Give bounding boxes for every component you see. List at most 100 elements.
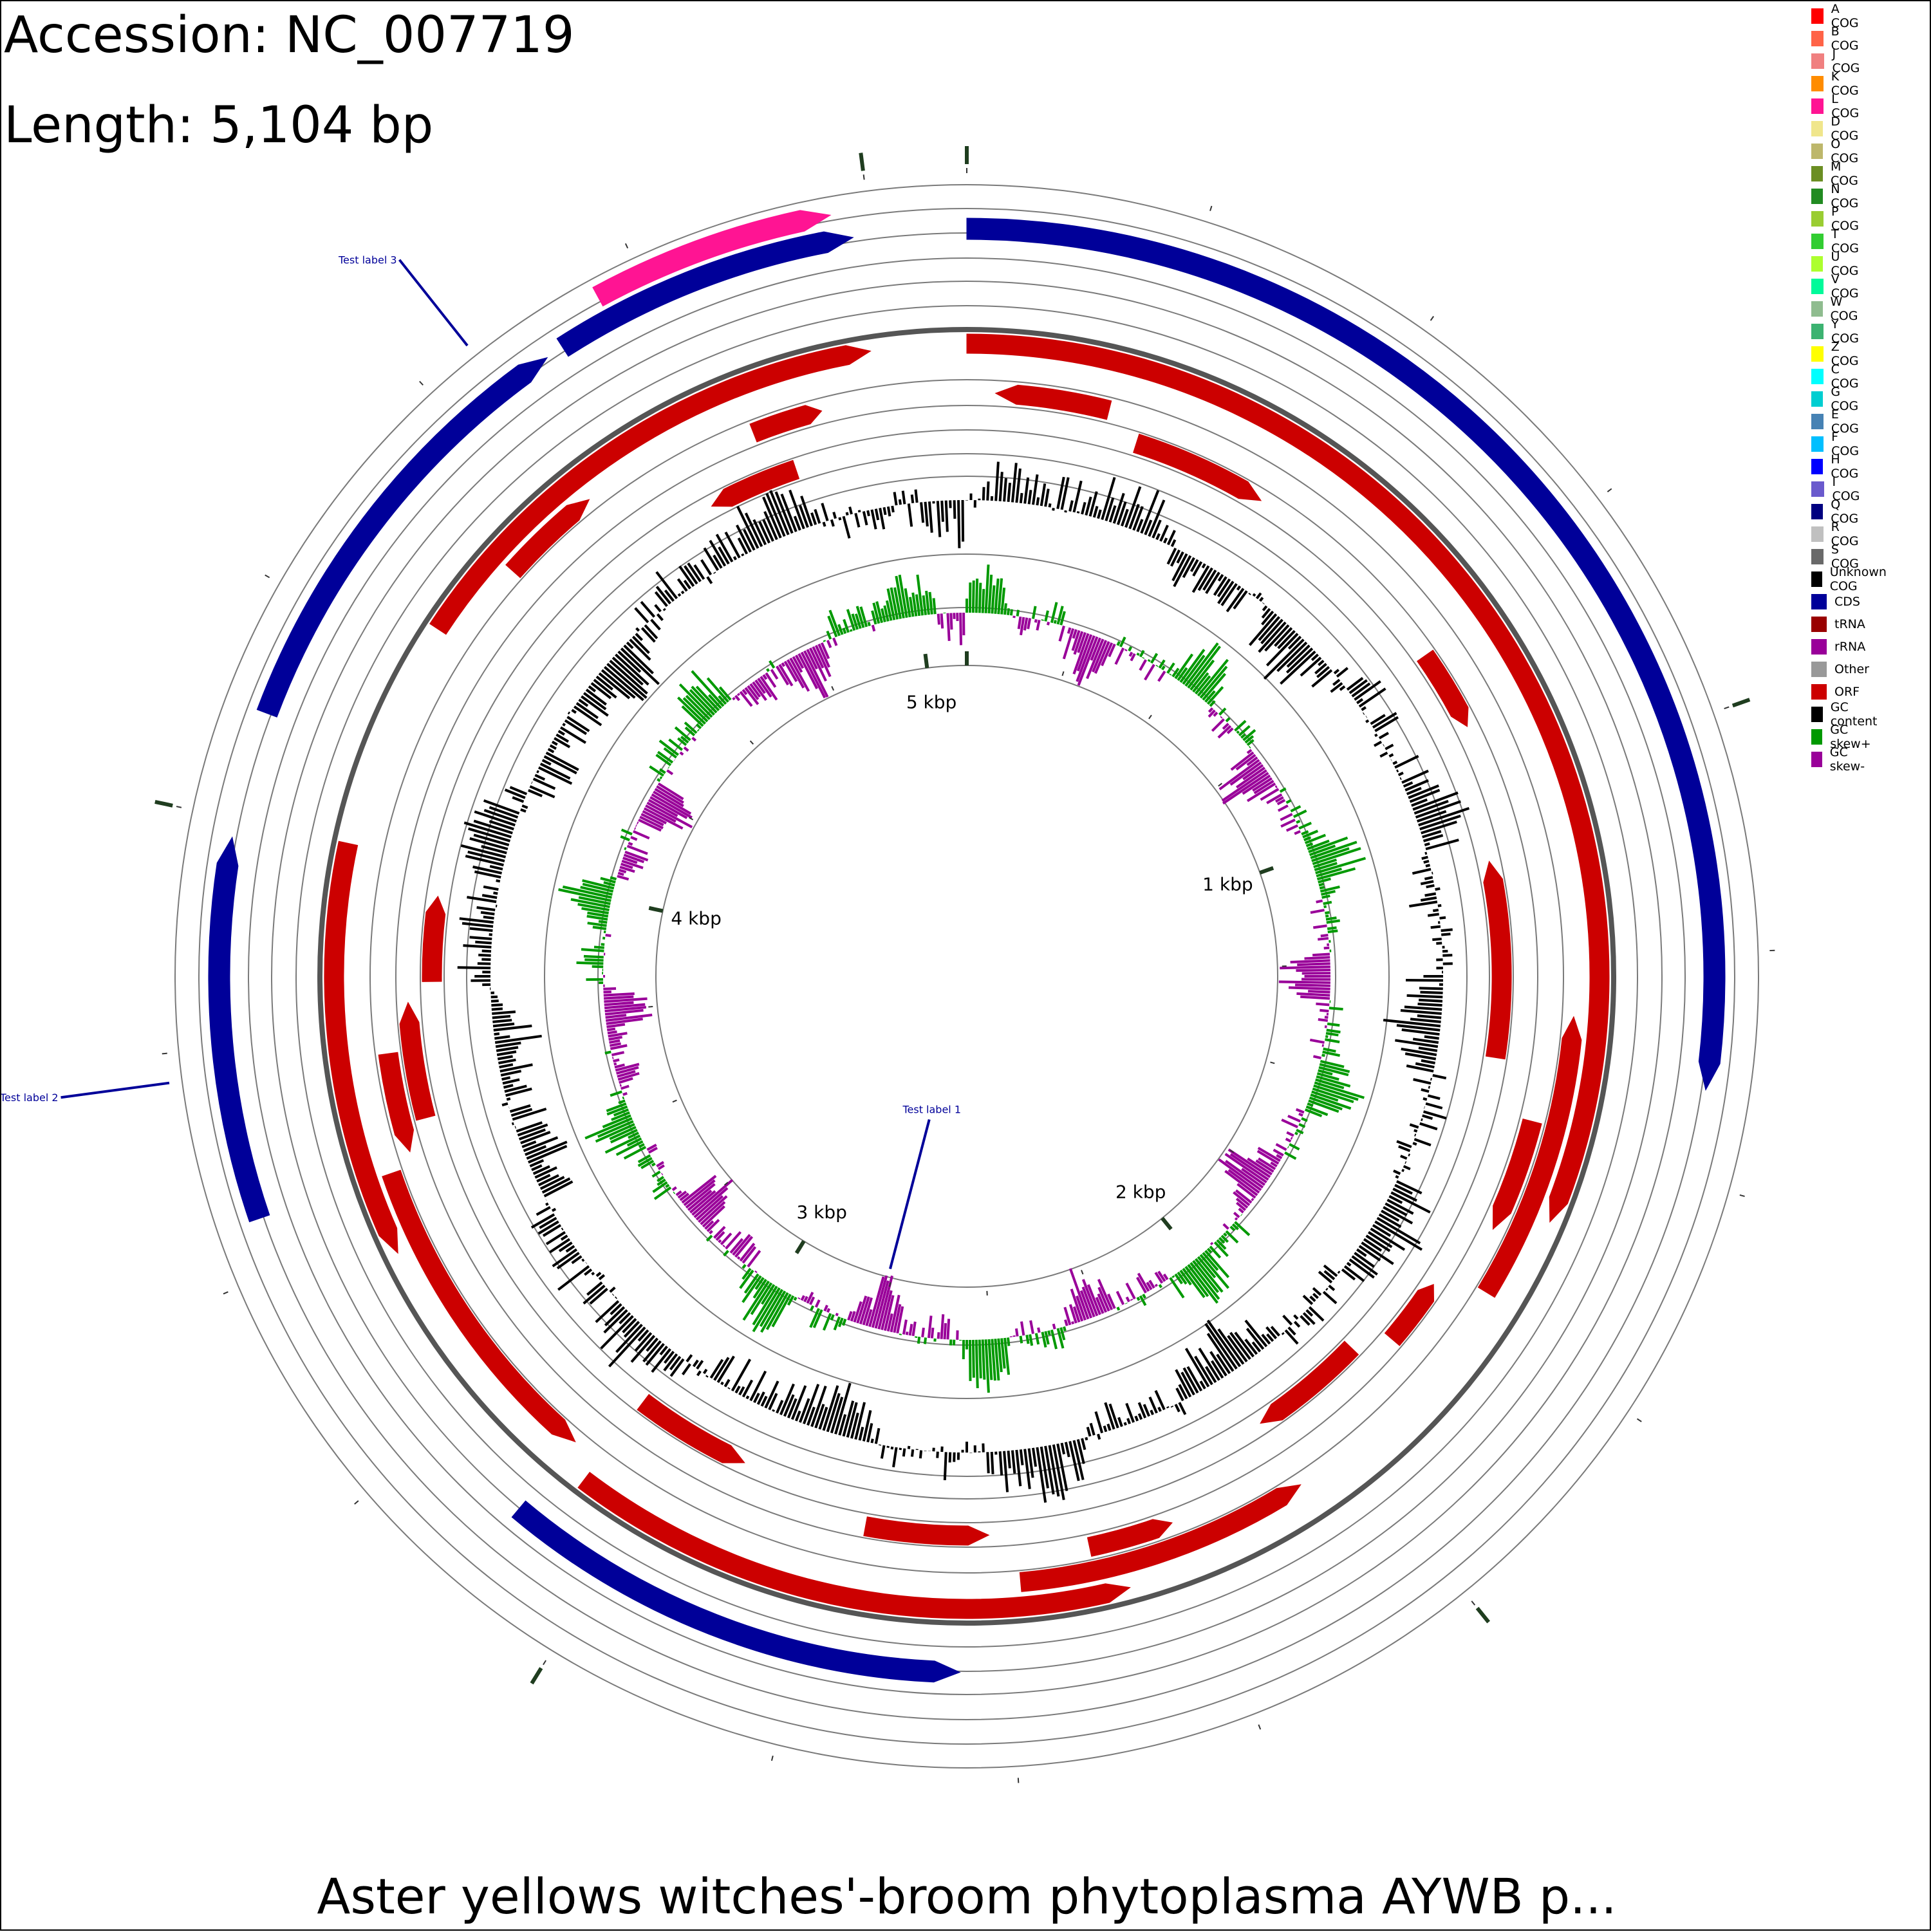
gc-content-bar <box>926 502 928 526</box>
gc-skew-positive-bar <box>970 1340 971 1381</box>
minor-tick <box>265 575 270 577</box>
gc-content-bar <box>1287 646 1309 667</box>
gc-content-bar <box>1395 756 1419 768</box>
gc-content-bar <box>1405 1162 1406 1163</box>
gc-skew-negative-bar <box>1304 957 1330 958</box>
gc-content-bar <box>503 1085 513 1088</box>
gc-skew-negative-bar <box>1234 1212 1239 1217</box>
gc-skew-negative-bar <box>1209 708 1212 712</box>
legend-swatch <box>1811 639 1827 655</box>
minor-tick <box>1740 1195 1745 1196</box>
gc-content-bar <box>1394 1171 1400 1174</box>
gc-skew-positive-bar <box>584 956 604 958</box>
legend-item: M COG <box>1811 165 1862 182</box>
legend-swatch <box>1811 234 1824 249</box>
gc-skew-negative-bar <box>932 1328 933 1338</box>
gc-skew-negative-bar <box>1235 1218 1237 1220</box>
gc-skew-positive-bar <box>624 848 626 849</box>
feature-arrow-orf_4 <box>1133 434 1261 501</box>
gc-content-bar <box>1379 733 1388 738</box>
gc-content-bar <box>561 1236 567 1240</box>
gc-content-bar <box>740 1387 744 1395</box>
gc-content-bar <box>499 1064 513 1067</box>
gc-skew-positive-bar <box>1159 1285 1161 1287</box>
label-leader-line <box>61 1083 169 1098</box>
gc-content-bar <box>647 1339 658 1351</box>
gc-skew-positive-bar <box>1173 1276 1174 1277</box>
gc-skew-negative-bar <box>618 873 624 875</box>
gc-skew-negative-bar <box>1276 1155 1282 1158</box>
gc-content-bar <box>1426 865 1430 866</box>
gc-content-bar <box>884 507 886 515</box>
gc-skew-positive-bar <box>843 628 845 633</box>
gc-content-bar <box>903 491 905 505</box>
gc-content-bar <box>1426 840 1459 849</box>
gc-skew-positive-bar <box>868 622 870 626</box>
gc-skew-negative-bar <box>942 1314 944 1339</box>
gc-skew-positive-bar <box>989 575 991 613</box>
gc-content-bar <box>599 1275 604 1279</box>
gc-content-bar <box>812 513 816 525</box>
gc-content-bar <box>664 609 665 610</box>
gc-content-bar <box>1413 1079 1431 1083</box>
gc-content-bar <box>725 1380 729 1387</box>
gc-content-bar <box>1399 773 1403 775</box>
track-ring <box>545 554 1389 1398</box>
gc-skew-positive-bar <box>1052 1330 1056 1349</box>
gc-content-bar <box>1415 1064 1434 1068</box>
gc-skew-positive-bar <box>835 1317 840 1330</box>
major-tick <box>1733 700 1749 705</box>
gc-content-bar <box>1413 1039 1439 1043</box>
gc-skew-negative-bar <box>1324 948 1330 949</box>
legend-item: rRNA <box>1811 638 1865 655</box>
gc-skew-positive-bar <box>1170 1277 1184 1297</box>
legend-swatch <box>1811 121 1823 136</box>
legend-swatch <box>1811 481 1824 497</box>
gc-content-bar <box>1004 478 1006 501</box>
major-tick <box>796 1241 804 1253</box>
gc-skew-negative-bar <box>617 876 629 879</box>
legend-swatch <box>1811 211 1824 227</box>
gc-skew-negative-bar <box>873 625 875 631</box>
gc-content-bar <box>1124 1422 1126 1425</box>
gc-skew-negative-bar <box>1155 1285 1157 1286</box>
gc-skew-positive-bar <box>1328 931 1338 932</box>
gc-skew-positive-bar <box>605 1052 611 1053</box>
legend-swatch <box>1811 684 1827 700</box>
gc-content-bar <box>1409 902 1437 906</box>
gc-content-bar <box>1357 699 1363 703</box>
major-tick <box>926 654 928 668</box>
gc-skew-negative-bar <box>1281 820 1295 826</box>
gc-skew-positive-bar <box>1241 734 1245 738</box>
gc-skew-positive-bar <box>1224 1234 1227 1236</box>
gc-content-bar <box>714 572 715 573</box>
track-ring <box>370 380 1563 1573</box>
gc-skew-negative-bar <box>1127 1297 1130 1301</box>
gc-content-bar <box>1094 506 1097 517</box>
gc-content-bar <box>1401 1156 1407 1158</box>
gc-content-bar <box>1433 910 1439 911</box>
legend-swatch <box>1811 549 1824 564</box>
gc-content-bar <box>1041 483 1045 506</box>
gc-content-bar <box>732 1359 751 1391</box>
gc-skew-positive-bar <box>1021 1336 1022 1343</box>
gc-content-bar <box>1385 745 1393 749</box>
gc-skew-positive-bar <box>1323 1049 1336 1052</box>
feature-arrow-orf_2 <box>1020 1485 1300 1592</box>
gc-content-bar <box>610 1288 615 1292</box>
gc-content-bar <box>554 738 570 747</box>
gc-content-bar <box>1070 501 1072 512</box>
gc-content-bar <box>563 724 564 725</box>
gc-skew-positive-bar <box>1208 1249 1211 1252</box>
gc-content-bar <box>876 509 878 520</box>
gc-content-bar <box>1442 955 1452 956</box>
legend-item: N COG <box>1811 188 1862 205</box>
gc-content-bar <box>537 1207 550 1215</box>
gc-content-bar <box>1413 1143 1417 1144</box>
gc-content-bar <box>1179 1402 1185 1415</box>
gc-content-bar <box>1082 1438 1085 1450</box>
track-ring <box>223 233 1710 1720</box>
tick-label: 4 kbp <box>671 908 721 929</box>
gc-skew-negative-bar <box>910 1324 912 1335</box>
gc-skew-negative-bar <box>1140 660 1146 670</box>
